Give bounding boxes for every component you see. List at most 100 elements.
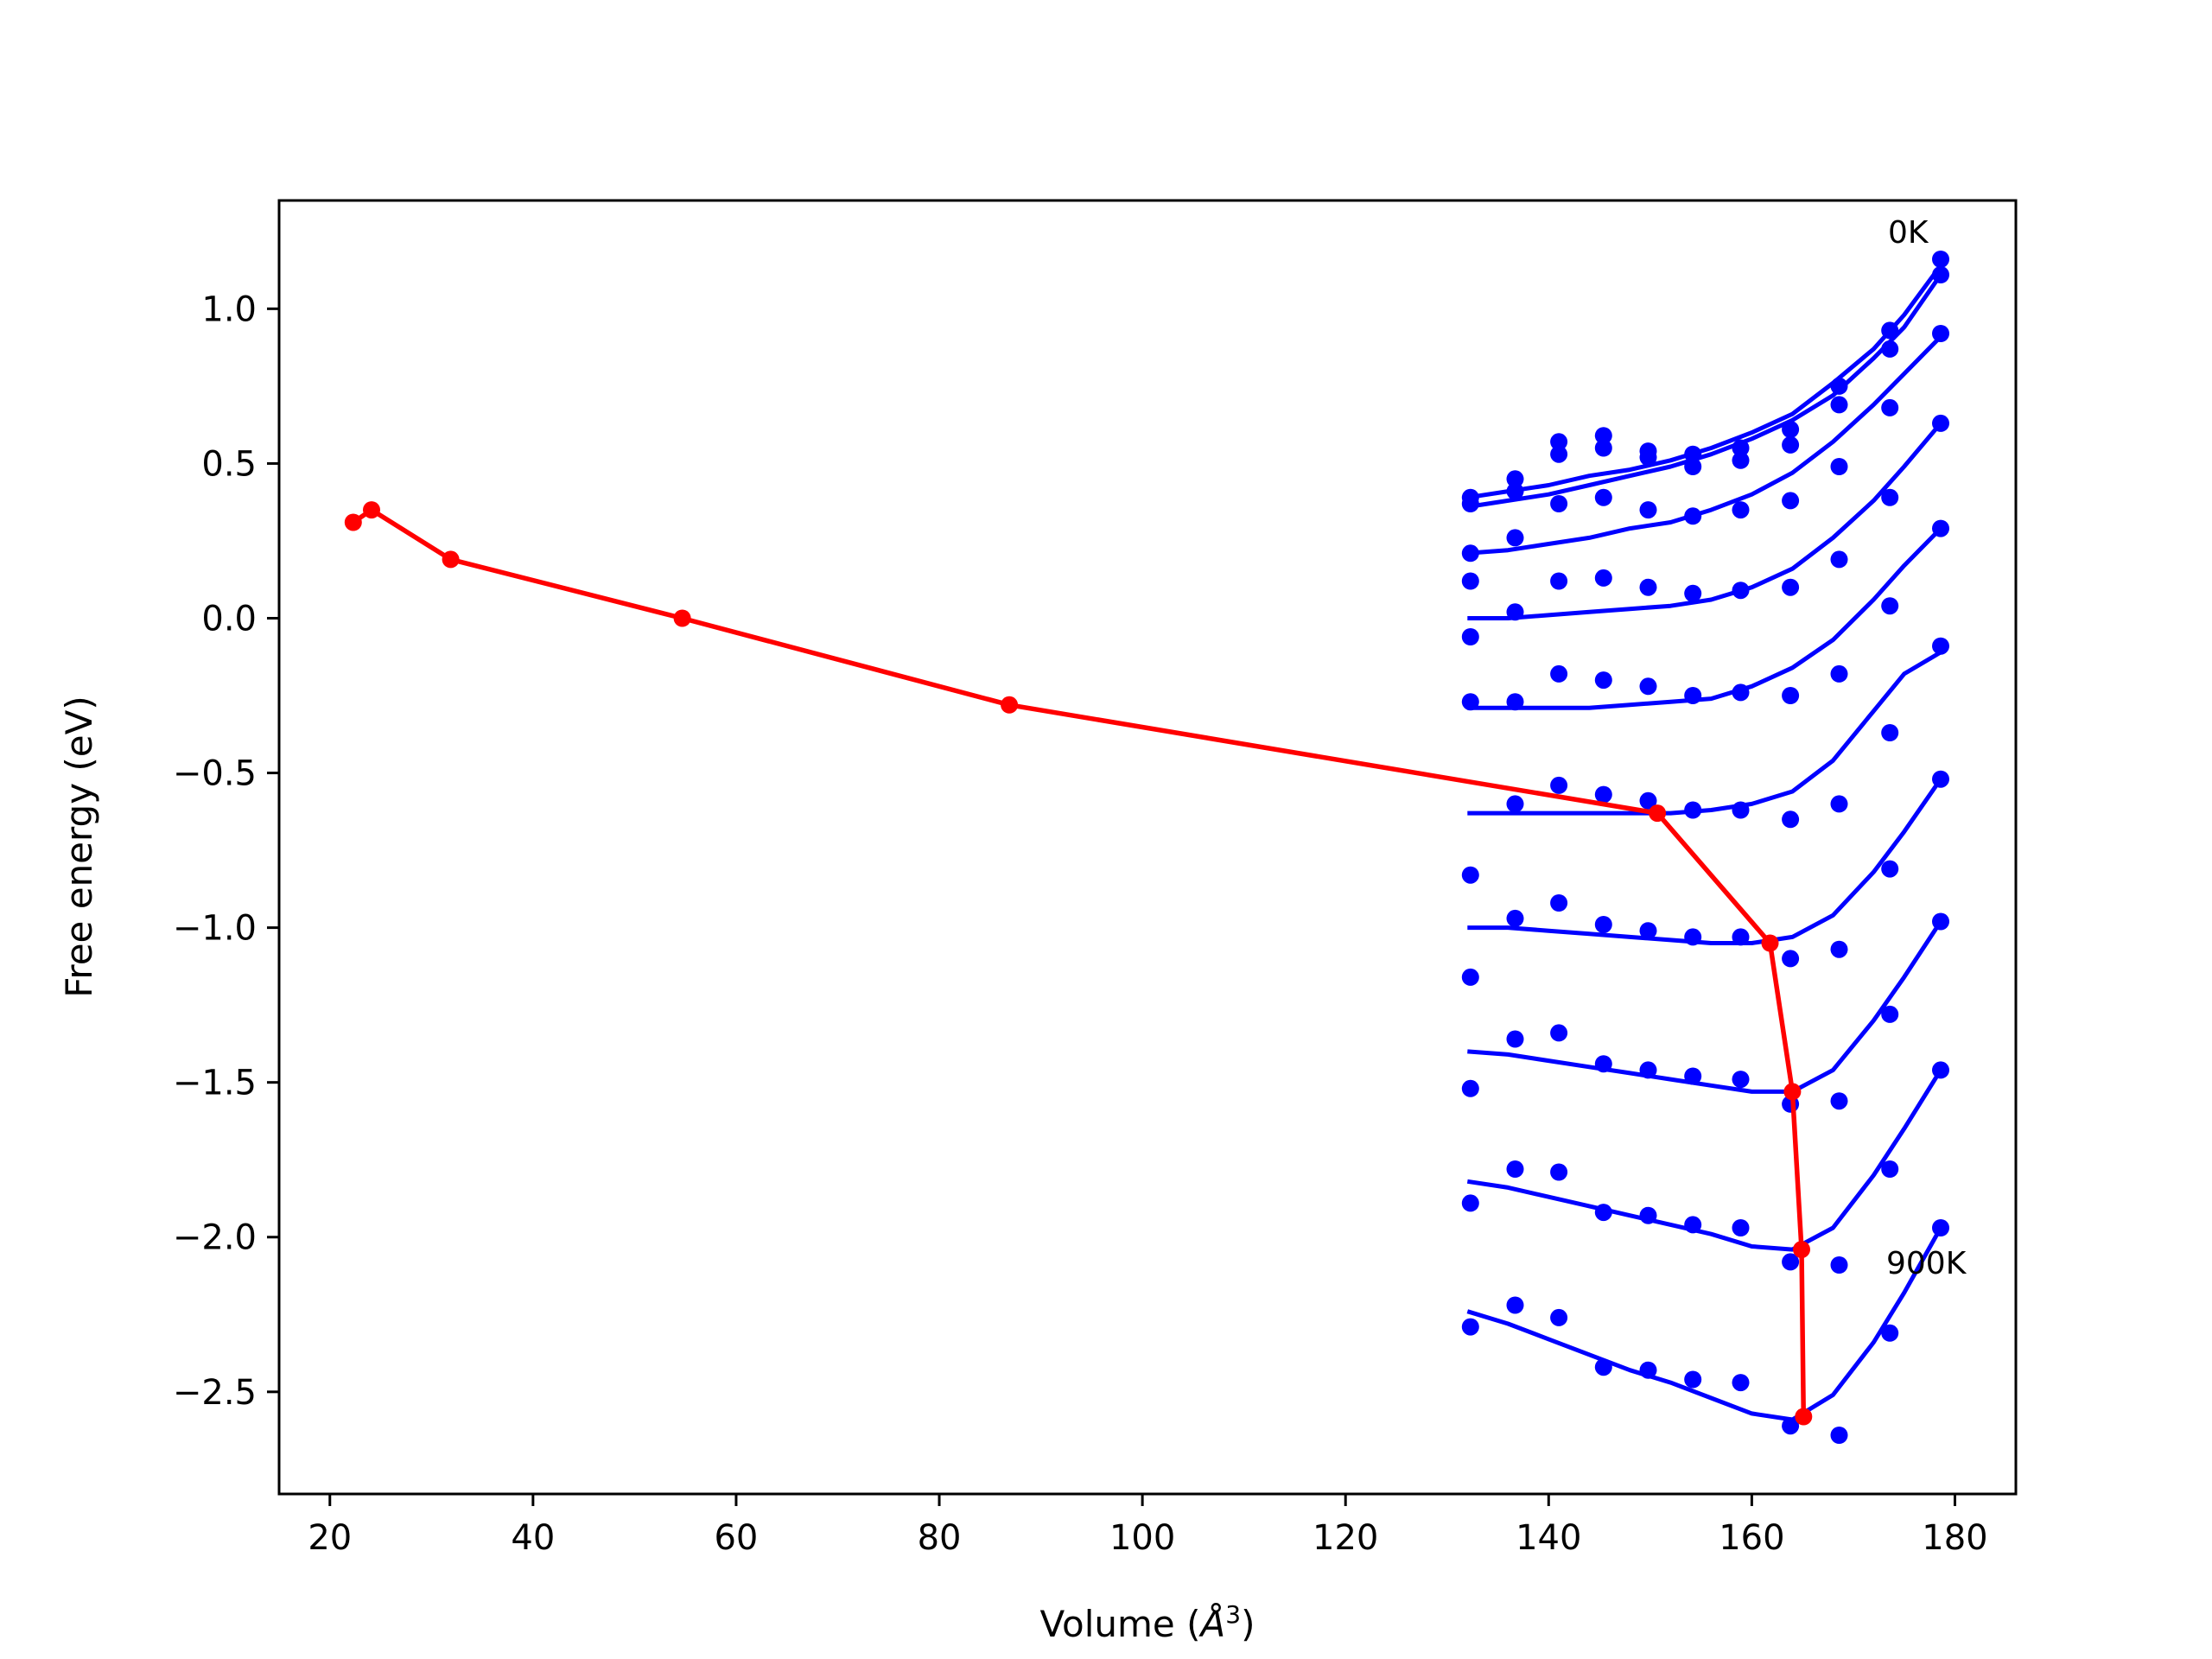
isotherm-point-1-1	[1506, 482, 1524, 500]
isotherm-point-8-3	[1594, 1204, 1612, 1222]
isotherm-point-6-2	[1550, 894, 1568, 912]
isotherm-point-3-0	[1461, 572, 1479, 590]
isotherm-point-9-1	[1506, 1296, 1524, 1314]
minimum-path-point-3	[673, 609, 691, 627]
minimum-path-point-8	[1793, 1241, 1810, 1259]
isotherm-point-2-9	[1881, 398, 1899, 416]
isotherm-point-5-6	[1732, 801, 1750, 819]
isotherm-point-5-0	[1461, 693, 1479, 711]
isotherm-point-0-2	[1550, 433, 1568, 451]
isotherm-point-0-10	[1932, 251, 1949, 268]
minimum-path-point-4	[1001, 696, 1019, 714]
isotherm-point-9-10	[1932, 1219, 1949, 1236]
isotherm-point-1-6	[1732, 451, 1750, 469]
isotherm-point-0-1	[1506, 470, 1524, 488]
isotherm-point-2-2	[1550, 495, 1568, 512]
isotherm-point-4-8	[1830, 664, 1848, 683]
isotherm-point-2-10	[1932, 325, 1949, 342]
isotherm-point-6-7	[1782, 950, 1800, 968]
isotherm-point-7-4	[1639, 1061, 1657, 1079]
isotherm-point-2-7	[1782, 492, 1800, 510]
isotherm-fit-curve-8	[1466, 1069, 1943, 1252]
isotherm-point-8-5	[1684, 1216, 1702, 1234]
isotherm-point-9-6	[1732, 1374, 1750, 1392]
minimum-path-point-1	[363, 501, 380, 519]
axes-frame	[277, 199, 2018, 1496]
isotherm-point-7-2	[1550, 1024, 1568, 1042]
isotherm-point-8-1	[1506, 1160, 1524, 1178]
isotherm-point-6-4	[1639, 922, 1657, 940]
isotherm-point-1-3	[1594, 439, 1612, 457]
isotherm-point-4-7	[1782, 687, 1800, 704]
isotherm-point-8-2	[1550, 1163, 1568, 1181]
isotherm-fit-curve-2	[1467, 334, 1942, 556]
isotherm-point-1-7	[1782, 435, 1800, 454]
isotherm-point-8-7	[1782, 1253, 1800, 1271]
isotherm-point-1-10	[1932, 266, 1949, 283]
isotherm-point-8-6	[1732, 1219, 1750, 1236]
x-tick-label-20: 20	[308, 1518, 352, 1558]
x-tick-label-180: 180	[1922, 1518, 1987, 1558]
isotherm-point-8-9	[1881, 1160, 1899, 1178]
y-axis: 1.0 0.5 0.0 −0.5 −1.0 −1.5 −2.0 −2.5	[173, 289, 279, 1413]
isotherm-point-4-10	[1932, 519, 1949, 537]
isotherm-point-6-5	[1684, 928, 1702, 946]
annotation-900k: 900K	[1886, 1246, 1967, 1281]
minimum-path-point-0	[344, 513, 362, 531]
isotherm-point-5-2	[1550, 776, 1568, 794]
minimum-path-point-5	[1649, 804, 1667, 823]
isotherm-fit-curve-0	[1466, 264, 1943, 500]
x-axis-label-symbol: Å	[1198, 1602, 1226, 1645]
isotherm-fit-curve-5	[1467, 650, 1942, 816]
minimum-path-point-7	[1783, 1083, 1802, 1101]
isotherm-point-5-5	[1684, 801, 1702, 819]
isotherm-fit-curve-4	[1467, 526, 1942, 710]
x-tick-label-100: 100	[1109, 1518, 1175, 1558]
isotherm-point-9-7	[1782, 1417, 1800, 1435]
isotherm-point-6-3	[1594, 916, 1612, 933]
isotherm-point-7-10	[1932, 912, 1949, 931]
y-tick-label-4: −1.0	[173, 909, 257, 949]
isotherm-point-6-0	[1461, 866, 1479, 884]
isotherm-point-3-5	[1684, 584, 1702, 602]
isotherm-point-3-6	[1732, 582, 1750, 600]
isotherm-point-1-4	[1639, 448, 1657, 467]
isotherm-point-1-2	[1550, 445, 1568, 463]
x-axis-label-close: )	[1241, 1603, 1255, 1645]
isotherm-point-7-9	[1881, 1005, 1899, 1023]
isotherm-point-6-6	[1732, 928, 1750, 946]
isotherm-point-7-5	[1684, 1067, 1702, 1085]
isotherm-point-0-3	[1594, 427, 1612, 445]
isotherm-point-5-4	[1639, 791, 1657, 810]
isotherm-point-9-9	[1881, 1324, 1899, 1342]
isotherm-point-7-3	[1594, 1055, 1612, 1073]
isotherm-point-3-4	[1639, 578, 1657, 596]
x-axis-label-superscript: 3	[1225, 1600, 1241, 1629]
isotherm-point-2-6	[1732, 501, 1750, 519]
isotherm-point-9-2	[1550, 1308, 1568, 1326]
y-tick-label-6: −2.0	[173, 1218, 257, 1258]
isotherm-point-7-8	[1830, 1092, 1848, 1110]
isotherm-point-4-9	[1881, 597, 1899, 615]
x-axis-label-text: Volume (	[1040, 1603, 1201, 1645]
y-tick-label-2: 0.0	[201, 599, 257, 639]
minimum-path-line	[352, 507, 1807, 1417]
x-tick-label-140: 140	[1516, 1518, 1581, 1558]
isotherm-point-4-1	[1506, 693, 1524, 711]
isotherm-point-3-2	[1550, 572, 1568, 590]
isotherm-point-6-1	[1506, 909, 1524, 927]
isotherm-point-1-8	[1830, 396, 1848, 414]
isotherm-point-3-10	[1932, 414, 1949, 432]
isotherm-point-8-4	[1639, 1206, 1657, 1224]
x-tick-label-160: 160	[1719, 1518, 1784, 1558]
isotherm-point-9-4	[1639, 1361, 1657, 1379]
isotherm-point-1-9	[1881, 340, 1899, 358]
isotherm-point-4-2	[1550, 664, 1568, 683]
isotherm-point-9-8	[1830, 1427, 1848, 1444]
isotherm-point-2-5	[1684, 507, 1702, 525]
x-tick-label-60: 60	[714, 1518, 758, 1558]
isotherm-point-3-9	[1881, 488, 1899, 506]
isotherm-point-7-0	[1461, 968, 1479, 986]
y-tick-label-5: −1.5	[173, 1064, 257, 1103]
